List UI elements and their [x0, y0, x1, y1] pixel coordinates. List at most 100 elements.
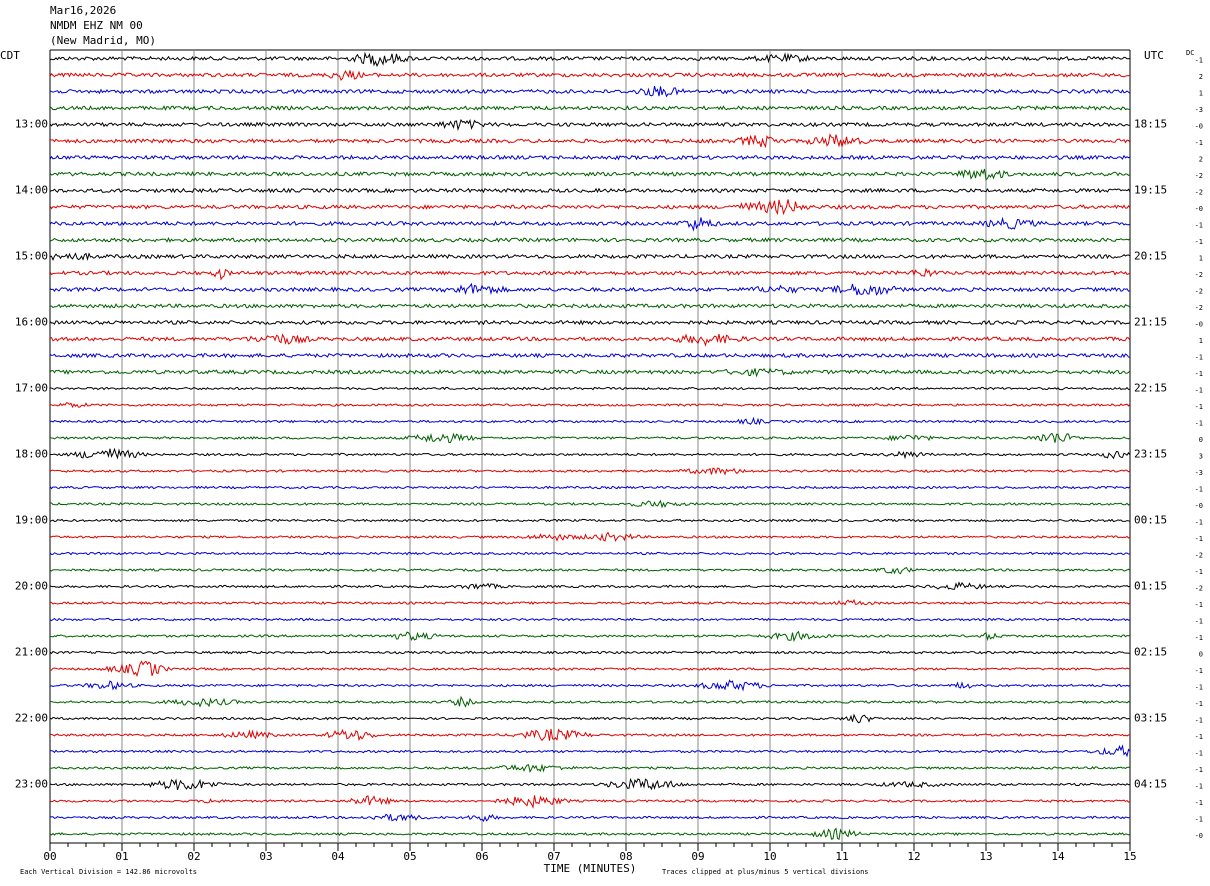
local-time-label: 23:00	[15, 778, 48, 791]
trace	[49, 518, 1131, 523]
x-tick-label: 00	[43, 850, 56, 863]
dc-offset: 0	[1199, 436, 1203, 444]
x-tick-label: 13	[979, 850, 992, 863]
trace	[49, 531, 1131, 542]
utc-time-label: 19:15	[1134, 184, 1167, 197]
x-tick-label: 04	[331, 850, 345, 863]
utc-time-label: 23:15	[1134, 448, 1167, 461]
footer-right: Traces clipped at plus/minus 5 vertical …	[662, 868, 869, 876]
dc-offset: -3	[1195, 106, 1203, 114]
utc-time-label: 04:15	[1134, 778, 1167, 791]
trace	[49, 827, 1131, 840]
dc-offset: -1	[1195, 535, 1203, 543]
dc-offset: -2	[1195, 585, 1203, 593]
dc-offset: -1	[1195, 733, 1203, 741]
dc-offset: -1	[1195, 766, 1203, 774]
dc-offset: -2	[1195, 271, 1203, 279]
x-title: TIME (MINUTES)	[544, 862, 637, 875]
trace	[49, 728, 1131, 742]
local-time-label: 21:00	[15, 646, 48, 659]
trace	[49, 630, 1131, 643]
trace	[49, 713, 1131, 724]
utc-time-label: 22:15	[1134, 382, 1167, 395]
dc-offset: -1	[1195, 354, 1203, 362]
labels: Mar16,2026 NMDM EHZ NM 00 (New Madrid, M…	[0, 4, 1203, 876]
trace	[49, 187, 1131, 194]
local-time-label: 22:00	[15, 712, 48, 725]
dc-offset: -1	[1195, 750, 1203, 758]
utc-time-label: 02:15	[1134, 646, 1167, 659]
dc-offset: -0	[1195, 321, 1203, 329]
dc-offset: -2	[1195, 189, 1203, 197]
x-tick-label: 02	[187, 850, 200, 863]
dc-label: DC	[1186, 49, 1194, 57]
dc-offset: -1	[1195, 717, 1203, 725]
dc-offset: -0	[1195, 205, 1203, 213]
dc-offset: -3	[1195, 469, 1203, 477]
dc-offset: -2	[1195, 288, 1203, 296]
x-tick-label: 07	[547, 850, 560, 863]
x-tick-label: 05	[403, 850, 416, 863]
dc-offset: -1	[1195, 618, 1203, 626]
trace	[49, 237, 1131, 243]
utc-time-label: 03:15	[1134, 712, 1167, 725]
trace	[49, 118, 1131, 132]
x-tick-label: 08	[619, 850, 632, 863]
trace	[49, 777, 1131, 791]
dc-offset: 2	[1199, 73, 1203, 81]
dc-offset: -1	[1195, 783, 1203, 791]
local-time-label: 16:00	[15, 316, 48, 329]
left-zone: CDT	[0, 49, 20, 62]
utc-time-label: 21:15	[1134, 316, 1167, 329]
trace	[49, 744, 1131, 758]
trace	[49, 168, 1131, 181]
dc-offset: -2	[1195, 172, 1203, 180]
dc-offset: -1	[1195, 222, 1203, 230]
right-zone: UTC	[1144, 49, 1164, 62]
dc-offset: -1	[1195, 57, 1203, 65]
x-tick-label: 10	[763, 850, 776, 863]
trace	[49, 367, 1131, 378]
dc-offset: -1	[1195, 387, 1203, 395]
dc-offset: -1	[1195, 420, 1203, 428]
local-time-label: 15:00	[15, 250, 48, 263]
dc-offset: -1	[1195, 667, 1203, 675]
trace	[49, 566, 1131, 575]
trace	[49, 333, 1131, 347]
trace	[49, 282, 1131, 296]
trace	[49, 85, 1131, 98]
local-time-label: 19:00	[15, 514, 48, 527]
trace	[49, 352, 1131, 359]
dc-offset: -1	[1195, 601, 1203, 609]
trace	[49, 303, 1131, 309]
dc-offset: -1	[1195, 816, 1203, 824]
utc-time-label: 00:15	[1134, 514, 1167, 527]
trace	[49, 432, 1131, 444]
local-time-label: 18:00	[15, 448, 48, 461]
x-tick-label: 03	[259, 850, 272, 863]
trace	[49, 447, 1131, 460]
trace	[49, 499, 1131, 509]
dc-offset: -1	[1195, 568, 1203, 576]
local-time-label: 13:00	[15, 118, 48, 131]
grid	[49, 49, 1131, 851]
dc-offset: -1	[1195, 486, 1203, 494]
utc-time-label: 20:15	[1134, 250, 1167, 263]
trace	[49, 154, 1131, 161]
local-time-label: 20:00	[15, 580, 48, 593]
trace	[49, 70, 1131, 81]
utc-time-label: 01:15	[1134, 580, 1167, 593]
dc-offset: 0	[1199, 651, 1203, 659]
dc-offset: -2	[1195, 304, 1203, 312]
trace	[49, 319, 1131, 326]
x-tick-label: 09	[691, 850, 704, 863]
trace	[50, 763, 1131, 773]
trace	[49, 51, 1131, 68]
utc-time-label: 18:15	[1134, 118, 1167, 131]
dc-offset: 2	[1199, 156, 1203, 164]
traces	[49, 51, 1131, 840]
x-tick-label: 15	[1123, 850, 1136, 863]
dc-offset: 1	[1199, 255, 1203, 263]
trace	[49, 252, 1131, 261]
local-time-label: 17:00	[15, 382, 48, 395]
